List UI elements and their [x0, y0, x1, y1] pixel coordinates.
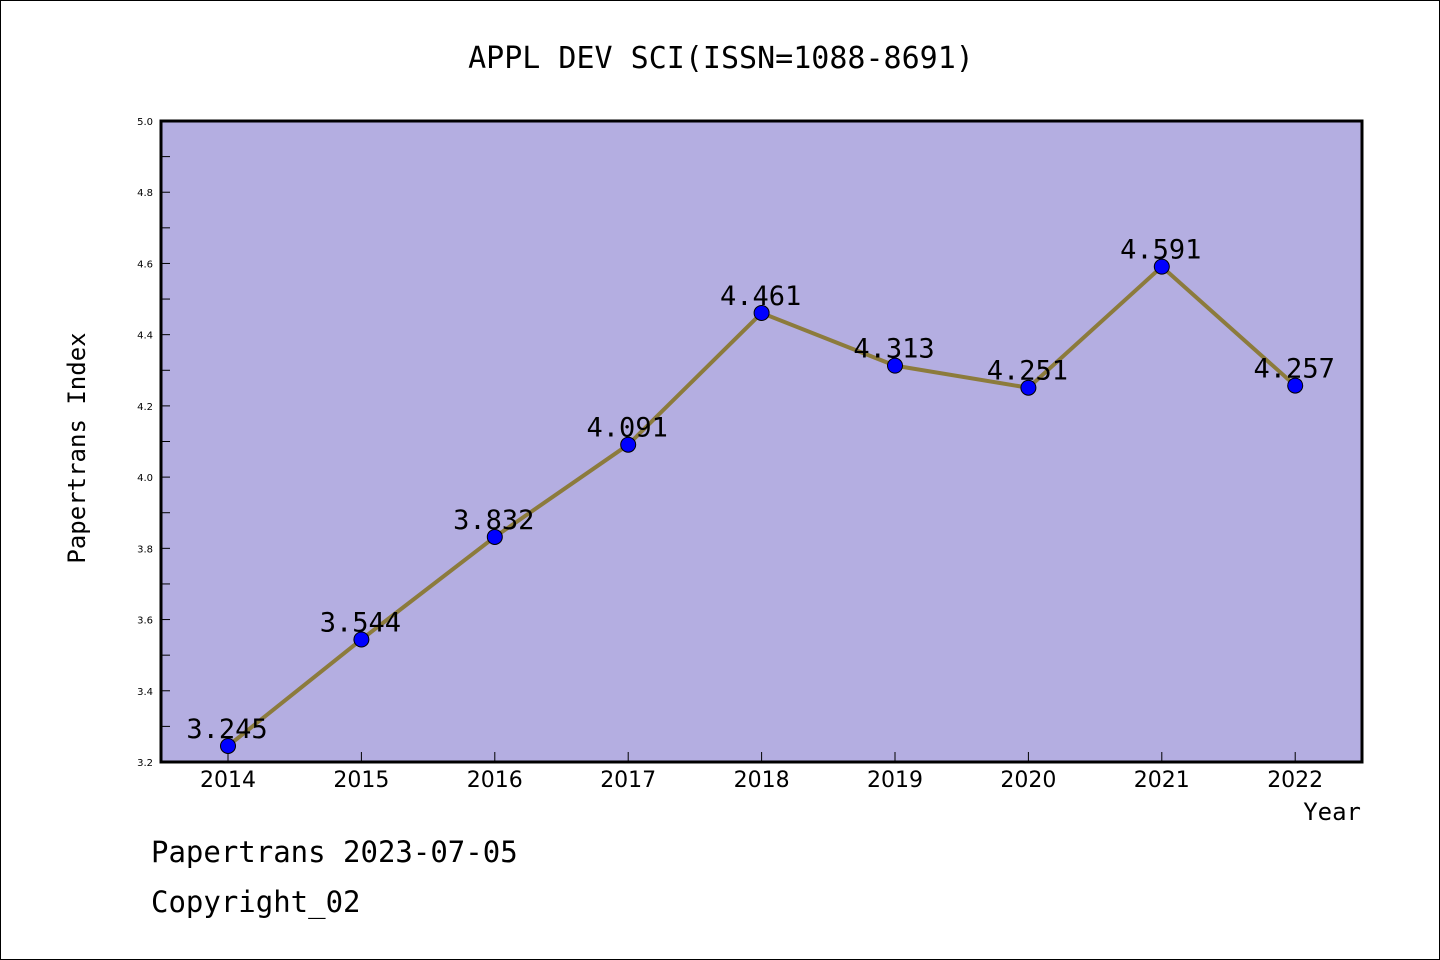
y-axis: 3.2 3.4 3.6 3.8 4.0 4.2 4.4 4.6 4.8 5.0 — [137, 117, 170, 769]
data-label: 4.257 — [1254, 354, 1335, 385]
data-label: 3.832 — [453, 505, 534, 536]
x-tick-label: 2019 — [867, 768, 923, 793]
x-tick-label: 2018 — [734, 768, 790, 793]
x-tick-label: 2015 — [333, 768, 389, 793]
x-tick-label: 2020 — [1000, 768, 1056, 793]
data-label: 4.251 — [987, 356, 1068, 387]
y-axis-label: Papertrans Index — [63, 332, 91, 563]
data-point — [887, 357, 903, 374]
data-point — [353, 631, 370, 648]
y-tick-label: 3.8 — [137, 544, 153, 555]
y-tick-label: 4.8 — [137, 188, 153, 199]
data-point — [486, 528, 503, 545]
y-tick-label: 3.4 — [137, 687, 153, 698]
y-tick-label: 3.6 — [137, 616, 153, 627]
y-tick-label: 4.0 — [137, 473, 153, 484]
data-label: 4.461 — [720, 281, 801, 312]
x-tick-label: 2021 — [1134, 768, 1190, 793]
y-tick-label: 4.6 — [137, 259, 153, 270]
x-tick-label: 2014 — [200, 768, 256, 793]
data-point — [620, 436, 637, 453]
x-tick-label: 2022 — [1267, 768, 1323, 793]
plot-area — [161, 121, 1362, 762]
data-label: 3.245 — [186, 714, 267, 745]
data-label: 4.591 — [1120, 235, 1201, 266]
x-tick-label: 2016 — [467, 768, 523, 793]
chart-title: APPL DEV SCI(ISSN=1088-8691) — [468, 41, 974, 76]
data-label: 3.544 — [320, 607, 401, 638]
data-point — [1020, 379, 1037, 396]
data-point — [1287, 377, 1304, 394]
y-tick-label: 3.2 — [137, 758, 153, 769]
x-axis: 2014 2015 2016 2017 2018 2019 2020 2021 2022 — [200, 752, 1323, 793]
y-tick-label: 4.2 — [137, 402, 153, 413]
data-point — [753, 304, 770, 321]
footer-copyright-text: Copyright_02 — [151, 885, 361, 919]
x-tick-label: 2017 — [600, 768, 656, 793]
data-label: 4.313 — [853, 334, 934, 365]
plot-frame — [159, 119, 1364, 764]
x-axis-label: Year — [1303, 798, 1361, 826]
data-point — [220, 737, 236, 754]
y-tick-label: 5.0 — [137, 117, 153, 128]
data-label: 4.091 — [587, 413, 668, 444]
data-point — [1153, 258, 1170, 275]
y-tick-label: 4.4 — [137, 331, 153, 342]
series-group: 3.245 3.544 3.832 4.091 4.461 4.313 4.251 4.591… — [186, 235, 1335, 754]
footer-date-text: Papertrans 2023-07-05 — [151, 835, 518, 869]
